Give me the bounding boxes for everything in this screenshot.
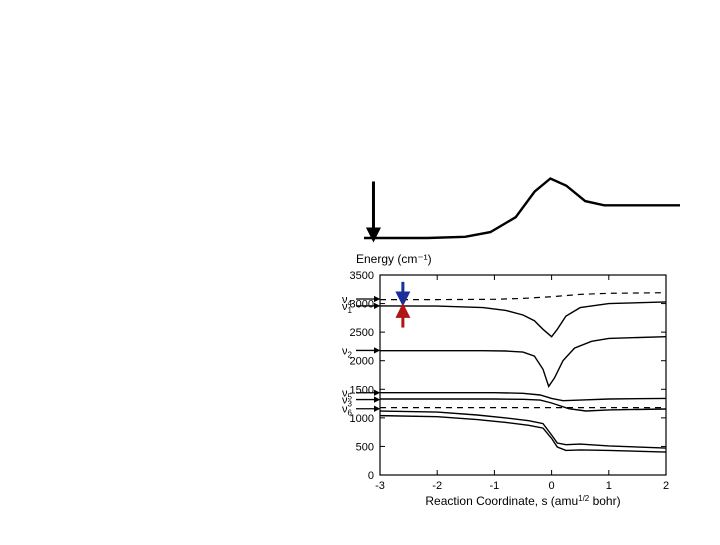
y-tick-label: 1000 <box>350 413 374 425</box>
figure-svg: Energy (cm⁻¹) 0 500 1000 1500 2000 2500 3000 350… <box>0 0 720 540</box>
plot-frame <box>380 275 666 475</box>
x-axis-label: Reaction Coordinate, s (amu1/2 bohr) <box>425 494 620 508</box>
x-tick-label: 0 <box>549 480 555 492</box>
top-energy-profile <box>364 179 680 239</box>
x-tick-label: -3 <box>375 480 385 492</box>
x-tick-label: 1 <box>606 480 612 492</box>
y-tick-label: 2000 <box>350 356 374 368</box>
mode-curve-v1 <box>380 302 666 337</box>
x-tick-label: 2 <box>663 480 669 492</box>
x-tick-label: -2 <box>432 480 442 492</box>
mode-curve-v2 <box>380 337 666 387</box>
y-tick-label: 3500 <box>350 270 374 282</box>
y-tick-label: 1500 <box>350 384 374 396</box>
y-tick-label: 3000 <box>350 299 374 311</box>
y-tick-label: 0 <box>368 470 374 482</box>
mode-curve-v3 <box>380 399 666 411</box>
mode-label-v2: ν2 <box>342 345 353 359</box>
y-axis-title: Energy (cm⁻¹) <box>356 252 432 266</box>
y-tick-label: 500 <box>356 441 374 453</box>
y-tick-label: 2500 <box>350 327 374 339</box>
mode-curve-v4 <box>380 293 666 300</box>
reaction-profile-curve <box>364 179 680 239</box>
main-chart: Energy (cm⁻¹) 0 500 1000 1500 2000 2500 3000 350… <box>342 252 669 508</box>
x-tick-label: -1 <box>490 480 500 492</box>
